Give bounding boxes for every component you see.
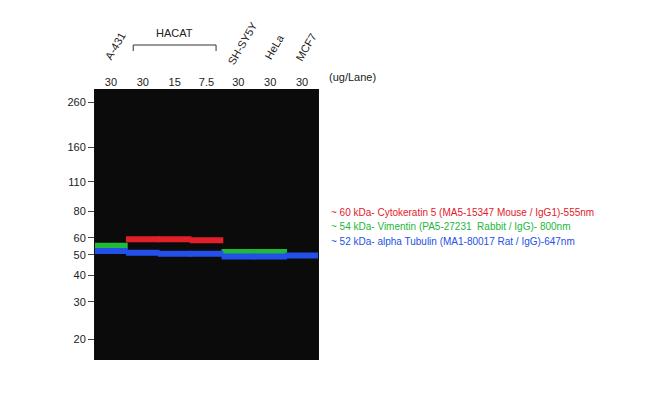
svg-text:110: 110 [68, 176, 86, 188]
svg-text:HACAT: HACAT [156, 27, 193, 39]
svg-text:~ 54 kDa- Vimentin (PA5-27231: ~ 54 kDa- Vimentin (PA5-27231 Rabbit / I… [331, 221, 570, 232]
svg-text:30: 30 [105, 76, 117, 88]
svg-text:MCF7: MCF7 [293, 31, 318, 63]
svg-text:30: 30 [296, 76, 308, 88]
svg-text:260: 260 [67, 96, 85, 108]
svg-text:30: 30 [264, 76, 276, 88]
svg-text:60: 60 [74, 232, 86, 244]
svg-text:~ 52 kDa- alpha Tubulin (MA1-8: ~ 52 kDa- alpha Tubulin (MA1-80017 Rat /… [331, 236, 575, 247]
svg-text:30: 30 [74, 296, 86, 308]
svg-text:SH-SY5Y: SH-SY5Y [225, 20, 259, 67]
svg-text:40: 40 [74, 269, 86, 281]
svg-text:30: 30 [137, 76, 149, 88]
svg-text:(ug/Lane): (ug/Lane) [329, 71, 376, 83]
svg-text:30: 30 [232, 76, 244, 88]
svg-text:20: 20 [74, 333, 86, 345]
svg-text:HeLa: HeLa [262, 32, 286, 62]
svg-text:A-431: A-431 [103, 30, 128, 61]
svg-text:80: 80 [74, 205, 86, 217]
svg-text:50: 50 [74, 249, 86, 261]
svg-text:160: 160 [67, 141, 85, 153]
svg-text:~ 60 kDa- Cytokeratin 5 (MA5-1: ~ 60 kDa- Cytokeratin 5 (MA5-15347 Mouse… [331, 207, 594, 218]
svg-text:15: 15 [169, 76, 181, 88]
svg-text:7.5: 7.5 [199, 76, 214, 88]
